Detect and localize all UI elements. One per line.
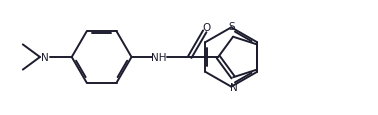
- Text: S: S: [228, 22, 235, 32]
- Text: NH: NH: [151, 53, 166, 62]
- Text: O: O: [203, 23, 211, 32]
- Text: N: N: [41, 53, 49, 62]
- Text: N: N: [230, 82, 238, 92]
